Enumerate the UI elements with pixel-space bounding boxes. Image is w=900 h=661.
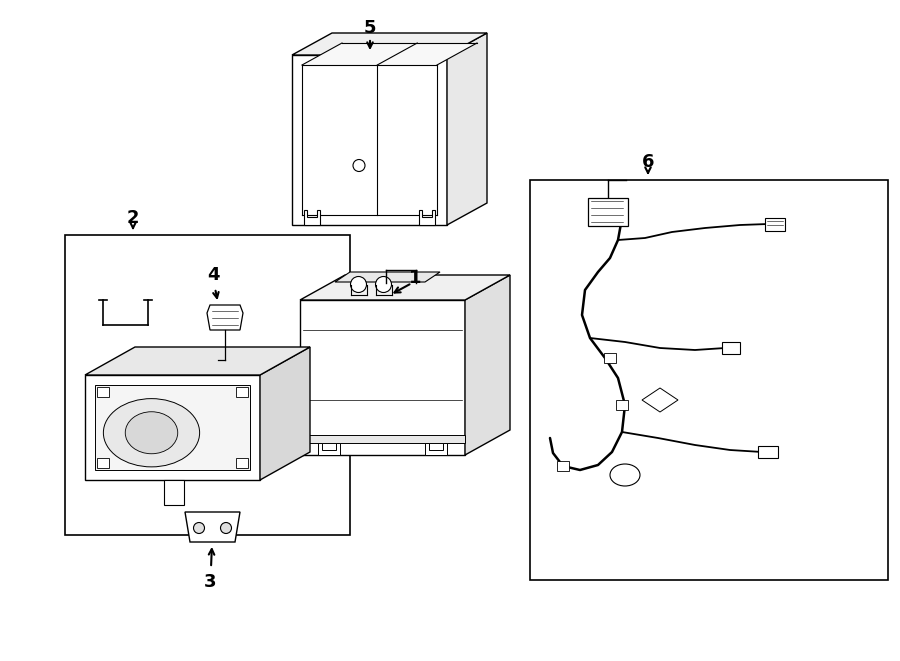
Ellipse shape — [125, 412, 178, 453]
Polygon shape — [300, 300, 465, 455]
Text: 3: 3 — [203, 573, 216, 591]
Polygon shape — [425, 443, 447, 455]
Polygon shape — [335, 272, 440, 282]
Text: 2: 2 — [127, 209, 140, 227]
Polygon shape — [207, 305, 243, 330]
Polygon shape — [185, 512, 240, 542]
Circle shape — [353, 159, 365, 171]
Circle shape — [194, 522, 204, 533]
Bar — [588, 198, 628, 226]
Polygon shape — [318, 443, 340, 455]
Polygon shape — [85, 375, 260, 480]
Polygon shape — [292, 33, 487, 55]
Polygon shape — [95, 385, 250, 470]
Text: 4: 4 — [207, 266, 220, 284]
Bar — [530, 180, 888, 580]
Bar — [236, 387, 248, 397]
Polygon shape — [292, 55, 447, 225]
Polygon shape — [260, 347, 310, 480]
Polygon shape — [419, 210, 435, 225]
Polygon shape — [85, 347, 310, 375]
Bar — [616, 400, 628, 410]
Bar — [604, 353, 616, 363]
Polygon shape — [304, 210, 320, 225]
Circle shape — [220, 522, 231, 533]
Polygon shape — [300, 275, 510, 300]
Bar — [97, 387, 109, 397]
Ellipse shape — [104, 399, 200, 467]
Bar — [557, 461, 569, 471]
Text: 1: 1 — [409, 269, 421, 287]
Bar — [722, 342, 740, 354]
Bar — [765, 218, 785, 231]
Bar — [300, 435, 465, 443]
Polygon shape — [302, 43, 477, 65]
Circle shape — [375, 276, 392, 293]
Bar — [236, 458, 248, 468]
Text: 6: 6 — [642, 153, 654, 171]
Bar — [65, 235, 350, 535]
Text: 5: 5 — [364, 19, 376, 37]
Polygon shape — [164, 480, 184, 505]
Polygon shape — [465, 275, 510, 455]
Circle shape — [350, 276, 366, 293]
Polygon shape — [447, 33, 487, 225]
Polygon shape — [642, 388, 678, 412]
Bar — [758, 446, 778, 458]
Bar — [97, 458, 109, 468]
Ellipse shape — [610, 464, 640, 486]
